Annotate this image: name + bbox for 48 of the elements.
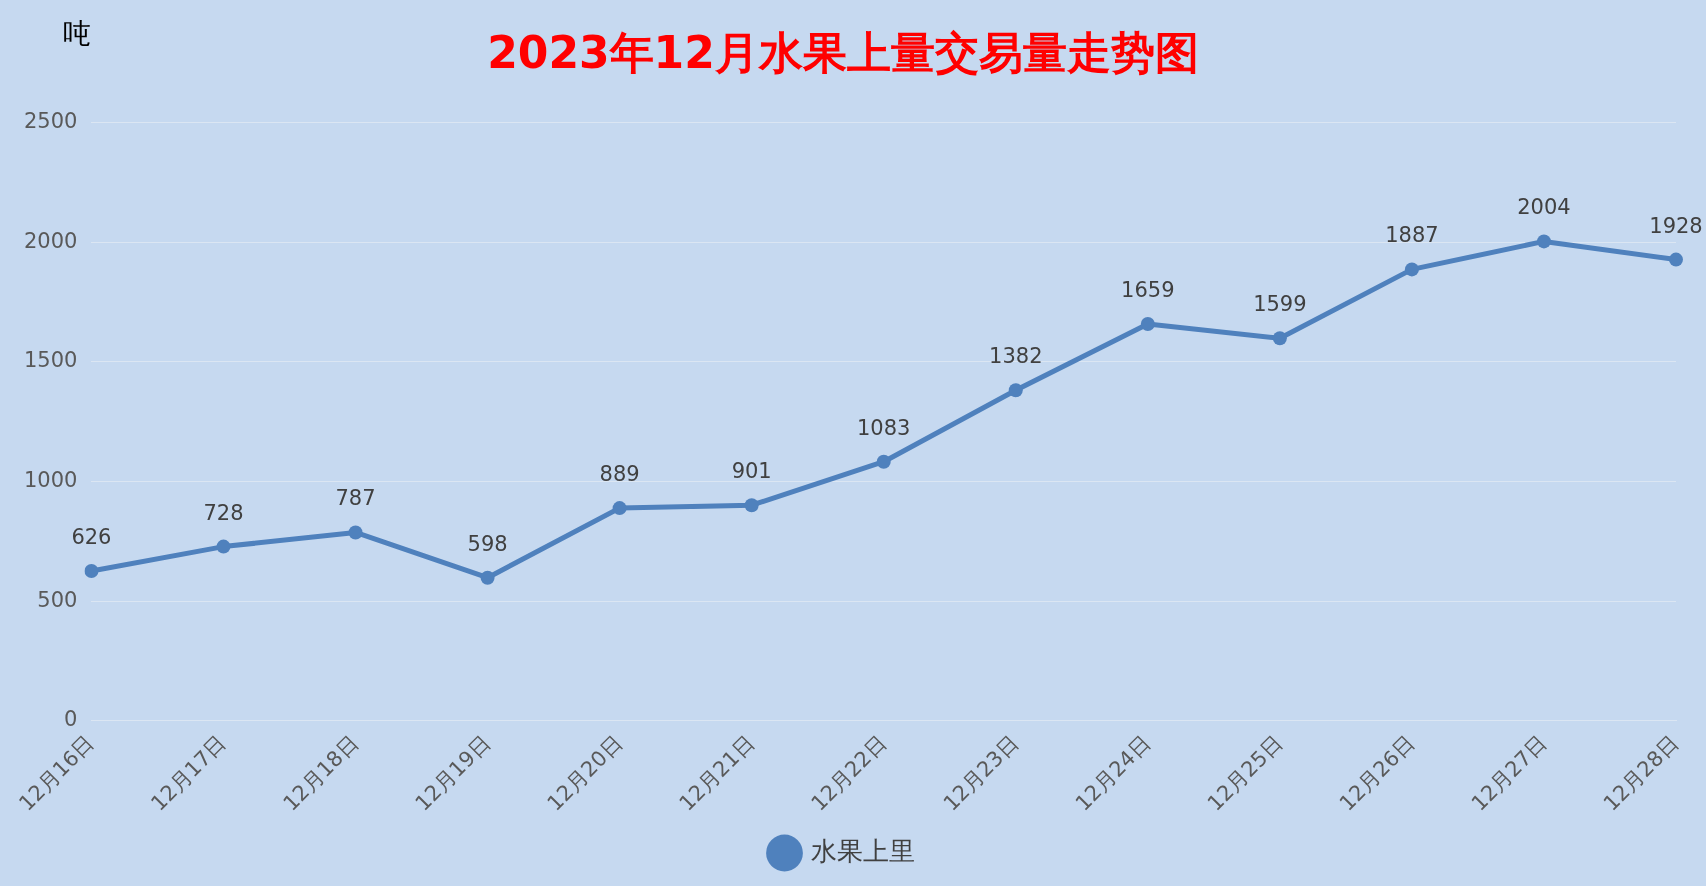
chart-title: 2023年12月水果上量交易量走势图 [487, 26, 1199, 78]
x-tick-label: 12月26日 [1334, 731, 1420, 816]
point [1008, 383, 1023, 398]
point [744, 498, 759, 513]
y-tick-label: 2000 [23, 228, 78, 253]
point [612, 501, 627, 516]
point [876, 454, 891, 469]
x-tick-label: 12月27日 [1466, 731, 1552, 816]
data-label: 901 [731, 459, 772, 484]
point [480, 570, 495, 585]
data-label: 889 [599, 462, 640, 487]
x-tick-label: 12月17日 [146, 731, 231, 816]
x-tick-label: 12月22日 [806, 731, 892, 816]
data-label: 787 [335, 486, 376, 511]
y-tick-label: 1000 [23, 467, 78, 492]
x-tick-label: 12月23日 [938, 731, 1024, 816]
x-tick-label: 12月19日 [410, 731, 495, 816]
point [348, 525, 363, 540]
point [1140, 316, 1155, 331]
data-label: 728 [203, 500, 244, 525]
x-tick-label: 12月16日 [14, 731, 99, 816]
point [1272, 331, 1287, 346]
y-tick-label: 2500 [23, 109, 78, 134]
x-tick-label: 12月21日 [674, 731, 760, 816]
x-tick-label: 12月28日 [1598, 731, 1684, 816]
data-label: 1659 [1121, 277, 1175, 302]
data-label: 1382 [989, 344, 1043, 369]
data-label: 1083 [857, 415, 911, 440]
data-label: 1599 [1253, 292, 1307, 317]
data-label: 598 [467, 531, 508, 556]
x-tick-label: 12月20日 [542, 731, 628, 816]
point [216, 539, 231, 554]
y-axis-title: 吨 [63, 17, 91, 51]
x-tick-label: 12月25日 [1202, 731, 1288, 816]
y-tick-label: 0 [64, 707, 78, 732]
x-tick-label: 12月24日 [1070, 731, 1156, 816]
y-tick-label: 1500 [23, 348, 78, 373]
point [84, 563, 99, 578]
data-label: 2004 [1517, 195, 1571, 220]
legend-label: 水果上里 [810, 835, 915, 866]
point [1669, 252, 1683, 267]
point [1536, 234, 1551, 249]
data-label: 626 [71, 524, 112, 549]
data-label: 1887 [1385, 223, 1439, 248]
data-label: 1928 [1649, 213, 1703, 238]
y-tick-label: 500 [37, 587, 78, 612]
x-tick-label: 12月18日 [278, 731, 363, 816]
point [1404, 262, 1419, 277]
